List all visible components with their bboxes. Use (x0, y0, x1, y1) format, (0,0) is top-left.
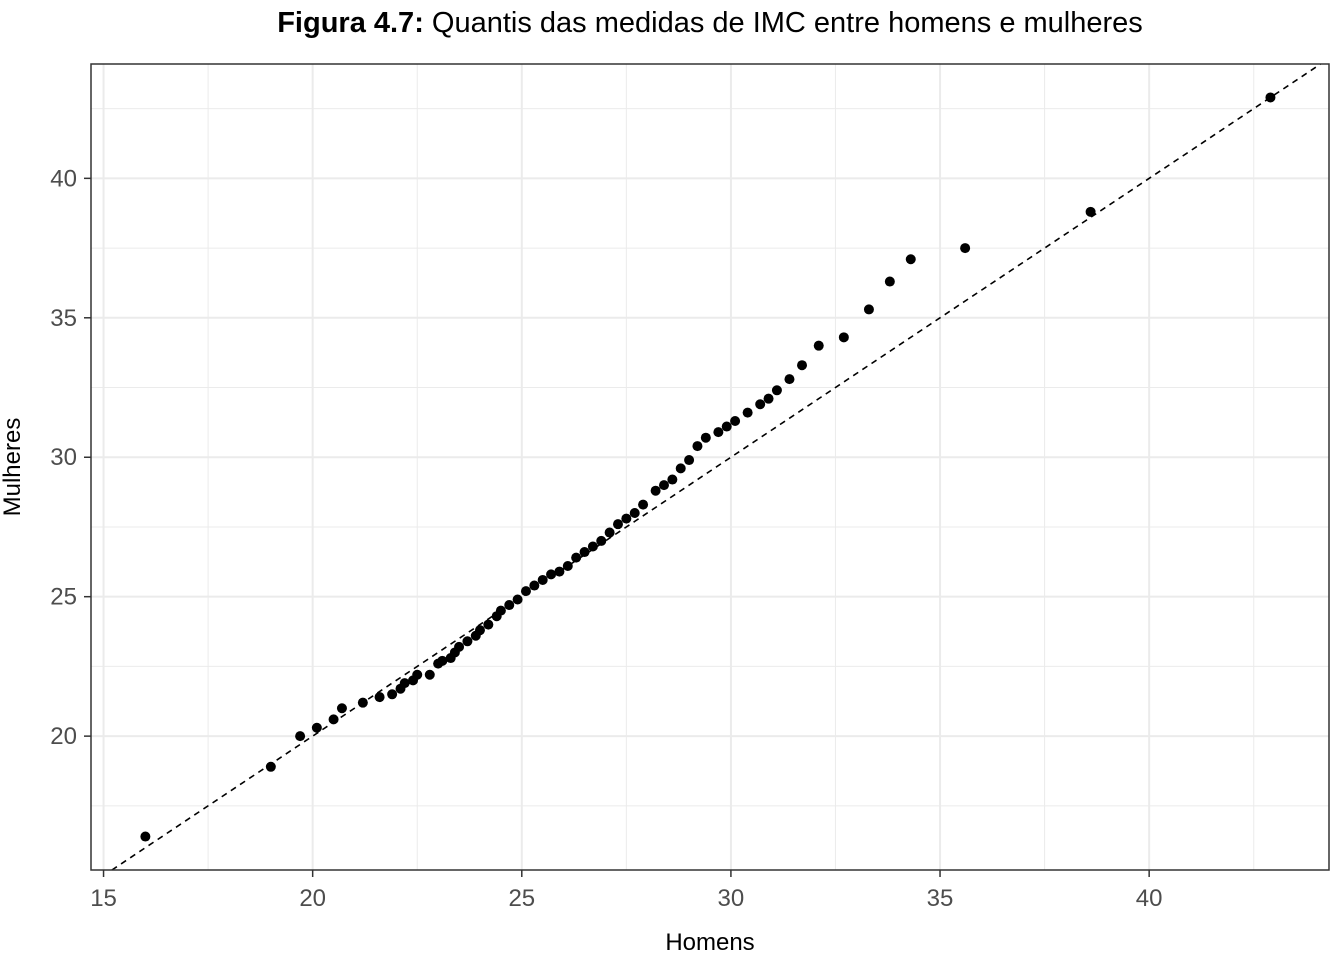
data-point (462, 636, 473, 647)
data-point (884, 276, 895, 287)
data-point (537, 574, 548, 585)
scatter-points (140, 92, 1276, 842)
data-point (437, 655, 448, 666)
data-point (579, 547, 590, 558)
data-point (763, 393, 774, 404)
data-point (629, 508, 640, 519)
x-tick-label: 40 (1136, 885, 1163, 912)
data-point (1085, 206, 1096, 217)
data-point (621, 513, 632, 524)
data-point (838, 332, 849, 343)
data-point (495, 605, 506, 616)
x-tick-label: 15 (90, 885, 117, 912)
y-tick-label: 35 (50, 305, 77, 332)
data-point (562, 561, 573, 572)
data-point (730, 415, 741, 426)
data-point (675, 463, 686, 474)
data-point (311, 722, 322, 733)
data-point (140, 831, 151, 842)
data-point (638, 499, 649, 510)
chart-title-bold: Figura 4.7: (277, 7, 424, 39)
data-point (571, 552, 582, 563)
data-point (721, 421, 732, 432)
data-point (520, 586, 531, 597)
data-point (771, 385, 782, 396)
data-point (658, 480, 669, 491)
data-point (650, 485, 661, 496)
data-point (357, 697, 368, 708)
data-point (483, 619, 494, 630)
data-point (797, 360, 808, 371)
data-point (295, 731, 306, 742)
data-point (1265, 92, 1276, 103)
data-point (546, 569, 557, 580)
data-point (412, 669, 423, 680)
data-point (399, 678, 410, 689)
data-point (424, 669, 435, 680)
x-tick-label: 35 (927, 885, 954, 912)
chart-title-rest: Quantis das medidas de IMC entre homens … (424, 7, 1143, 39)
data-point (742, 407, 753, 418)
x-axis: 15 20 25 30 35 40 (90, 870, 1163, 912)
data-point (336, 703, 347, 714)
y-tick-label: 25 (50, 584, 77, 611)
data-point (387, 689, 398, 700)
chart-title: Figura 4.7: Quantis das medidas de IMC e… (277, 7, 1143, 39)
data-point (667, 474, 678, 485)
data-point (784, 374, 795, 385)
y-tick-label: 30 (50, 444, 77, 471)
reference-line (111, 63, 1322, 871)
data-point (512, 594, 523, 605)
data-point (905, 254, 916, 265)
data-point (554, 566, 565, 577)
data-point (604, 527, 615, 538)
data-point (863, 304, 874, 315)
data-point (454, 641, 465, 652)
data-point (504, 600, 515, 611)
data-point (713, 427, 724, 438)
data-point (700, 432, 711, 443)
data-point (684, 455, 695, 466)
data-point (755, 399, 766, 410)
data-point (813, 340, 824, 351)
data-point (374, 692, 385, 703)
grid-minor (91, 64, 1329, 870)
plot-panel-border (90, 63, 1330, 871)
grid-major (91, 64, 1329, 870)
data-point (265, 761, 276, 772)
data-point (474, 625, 485, 636)
data-point (529, 580, 540, 591)
x-axis-label: Homens (665, 929, 754, 956)
x-tick-label: 25 (508, 885, 535, 912)
y-tick-label: 20 (50, 723, 77, 750)
y-axis-label: Mulheres (0, 418, 26, 517)
data-point (692, 441, 703, 452)
x-tick-label: 20 (299, 885, 326, 912)
reference-line-group (111, 63, 1322, 871)
y-axis: 20 25 30 35 40 (50, 165, 91, 750)
y-tick-label: 40 (50, 165, 77, 192)
data-point (596, 535, 607, 546)
data-point (328, 714, 339, 725)
x-tick-label: 30 (718, 885, 745, 912)
data-point (960, 243, 971, 254)
data-point (612, 519, 623, 530)
data-point (587, 541, 598, 552)
